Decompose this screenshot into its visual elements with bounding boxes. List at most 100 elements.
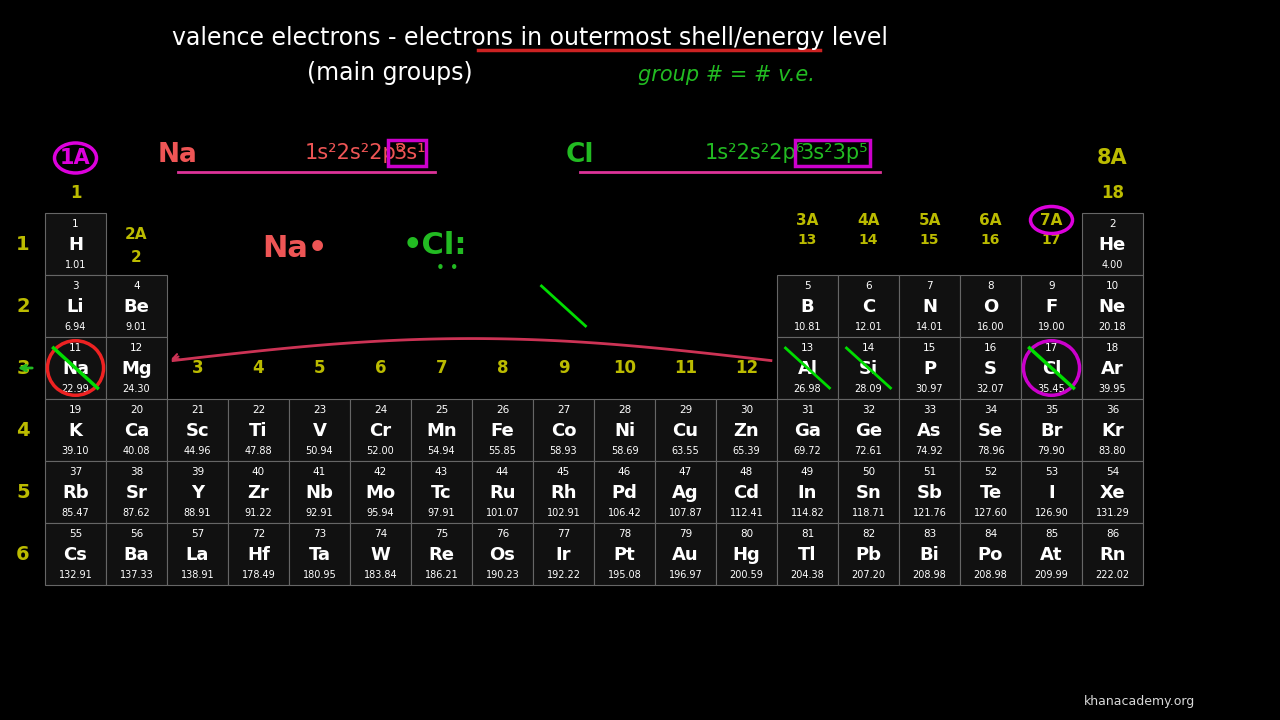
Text: 78: 78 bbox=[618, 529, 631, 539]
Text: 4: 4 bbox=[133, 282, 140, 291]
Text: 29: 29 bbox=[678, 405, 692, 415]
Text: 63.55: 63.55 bbox=[672, 446, 699, 456]
Text: H: H bbox=[68, 236, 83, 254]
Text: Ga: Ga bbox=[794, 422, 820, 440]
Text: Fe: Fe bbox=[490, 422, 515, 440]
Text: Kr: Kr bbox=[1101, 422, 1124, 440]
Bar bbox=[289, 523, 349, 585]
Text: 5: 5 bbox=[17, 482, 29, 502]
Bar bbox=[777, 461, 838, 523]
Text: Xe: Xe bbox=[1100, 485, 1125, 503]
Bar bbox=[388, 140, 426, 166]
Bar bbox=[960, 523, 1021, 585]
Text: 1: 1 bbox=[17, 235, 29, 253]
Text: Cl: Cl bbox=[566, 142, 594, 168]
Text: 80: 80 bbox=[740, 529, 753, 539]
Text: 78.96: 78.96 bbox=[977, 446, 1005, 456]
Text: 20: 20 bbox=[131, 405, 143, 415]
Text: khanacademy.org: khanacademy.org bbox=[1084, 695, 1196, 708]
Bar bbox=[1082, 399, 1143, 461]
Text: V: V bbox=[312, 422, 326, 440]
Text: 30.97: 30.97 bbox=[915, 384, 943, 394]
Text: 6: 6 bbox=[17, 544, 29, 564]
Text: • •: • • bbox=[435, 261, 458, 276]
Text: 20.18: 20.18 bbox=[1098, 322, 1126, 332]
Text: Co: Co bbox=[550, 422, 576, 440]
Text: 1s²2s²2p⁶: 1s²2s²2p⁶ bbox=[705, 143, 805, 163]
Bar bbox=[289, 399, 349, 461]
Text: N: N bbox=[922, 298, 937, 316]
Text: Ir: Ir bbox=[556, 546, 571, 564]
Text: 9.01: 9.01 bbox=[125, 322, 147, 332]
Bar bbox=[1082, 337, 1143, 399]
Text: Os: Os bbox=[489, 546, 516, 564]
Text: 58.93: 58.93 bbox=[549, 446, 577, 456]
Text: Sb: Sb bbox=[916, 485, 942, 503]
Bar bbox=[106, 523, 166, 585]
Text: Ru: Ru bbox=[489, 485, 516, 503]
Text: 4.00: 4.00 bbox=[1102, 260, 1123, 270]
Text: 200.59: 200.59 bbox=[730, 570, 763, 580]
Text: Rn: Rn bbox=[1100, 546, 1125, 564]
Text: Bi: Bi bbox=[919, 546, 940, 564]
Text: 16.00: 16.00 bbox=[977, 322, 1005, 332]
Text: Br: Br bbox=[1041, 422, 1062, 440]
Text: Po: Po bbox=[978, 546, 1004, 564]
Text: 5: 5 bbox=[804, 282, 810, 291]
Bar bbox=[45, 523, 106, 585]
Text: 13: 13 bbox=[797, 233, 817, 247]
Text: 35.45: 35.45 bbox=[1038, 384, 1065, 394]
Text: 55.85: 55.85 bbox=[489, 446, 516, 456]
Text: Sn: Sn bbox=[855, 485, 882, 503]
Bar bbox=[716, 523, 777, 585]
Bar bbox=[777, 523, 838, 585]
Text: 53: 53 bbox=[1044, 467, 1059, 477]
Text: 45: 45 bbox=[557, 467, 570, 477]
Text: Ni: Ni bbox=[614, 422, 635, 440]
Text: 52: 52 bbox=[984, 467, 997, 477]
Text: Cs: Cs bbox=[64, 546, 87, 564]
Text: He: He bbox=[1098, 236, 1126, 254]
Text: Hf: Hf bbox=[247, 546, 270, 564]
Bar bbox=[899, 275, 960, 337]
Text: 81: 81 bbox=[801, 529, 814, 539]
Text: 7: 7 bbox=[927, 282, 933, 291]
Text: 196.97: 196.97 bbox=[668, 570, 703, 580]
Text: Li: Li bbox=[67, 298, 84, 316]
Text: Ne: Ne bbox=[1098, 298, 1126, 316]
Text: Re: Re bbox=[429, 546, 454, 564]
Text: I: I bbox=[1048, 485, 1055, 503]
Bar bbox=[166, 461, 228, 523]
Text: 13: 13 bbox=[801, 343, 814, 354]
Text: 4: 4 bbox=[17, 420, 29, 439]
Text: Cl: Cl bbox=[1042, 360, 1061, 378]
Bar bbox=[1082, 461, 1143, 523]
Text: Si: Si bbox=[859, 360, 878, 378]
Text: 49: 49 bbox=[801, 467, 814, 477]
Text: 42: 42 bbox=[374, 467, 387, 477]
Bar bbox=[532, 399, 594, 461]
Text: 52.00: 52.00 bbox=[366, 446, 394, 456]
Text: 54.94: 54.94 bbox=[428, 446, 456, 456]
Bar bbox=[1021, 461, 1082, 523]
Text: 21: 21 bbox=[191, 405, 204, 415]
Text: 88.91: 88.91 bbox=[184, 508, 211, 518]
Text: Ar: Ar bbox=[1101, 360, 1124, 378]
Text: 73: 73 bbox=[312, 529, 326, 539]
Bar bbox=[716, 461, 777, 523]
Text: 14.01: 14.01 bbox=[915, 322, 943, 332]
Text: 85: 85 bbox=[1044, 529, 1059, 539]
Text: 85.47: 85.47 bbox=[61, 508, 90, 518]
Text: 47: 47 bbox=[678, 467, 692, 477]
Bar bbox=[899, 461, 960, 523]
Text: 34: 34 bbox=[984, 405, 997, 415]
Text: 102.91: 102.91 bbox=[547, 508, 580, 518]
Text: 24: 24 bbox=[374, 405, 387, 415]
Bar bbox=[228, 461, 289, 523]
Text: 178.49: 178.49 bbox=[242, 570, 275, 580]
Text: 14: 14 bbox=[859, 233, 878, 247]
Text: 180.95: 180.95 bbox=[302, 570, 337, 580]
Text: Te: Te bbox=[979, 485, 1002, 503]
Text: Na•: Na• bbox=[262, 233, 328, 263]
Bar bbox=[45, 275, 106, 337]
